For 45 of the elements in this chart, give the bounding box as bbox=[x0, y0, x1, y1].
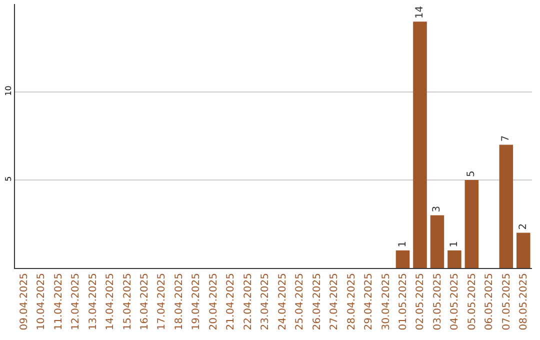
data-label: 1 bbox=[397, 241, 408, 248]
bar bbox=[430, 215, 444, 268]
x-tick-label: 25.04.2025 bbox=[294, 273, 306, 330]
x-tick-label: 17.04.2025 bbox=[156, 273, 168, 330]
x-tick-label: 24.04.2025 bbox=[277, 273, 288, 330]
x-tick-label: 29.04.2025 bbox=[364, 273, 375, 330]
x-tick-label: 14.04.2025 bbox=[105, 273, 116, 330]
x-tick-label: 10.04.2025 bbox=[36, 273, 48, 330]
data-label: 2 bbox=[518, 223, 529, 230]
x-tick-label: 18.04.2025 bbox=[174, 273, 185, 330]
x-tick-label: 01.05.2025 bbox=[398, 273, 409, 330]
bar bbox=[464, 180, 479, 268]
x-tick-label: 09.04.2025 bbox=[18, 273, 30, 330]
bar bbox=[516, 232, 530, 268]
bar bbox=[499, 144, 514, 268]
bar bbox=[448, 250, 462, 268]
bar bbox=[413, 22, 427, 268]
x-tick-label: 06.05.2025 bbox=[484, 273, 496, 330]
x-tick-label: 08.05.2025 bbox=[518, 273, 530, 330]
x-tick-label: 27.04.2025 bbox=[329, 273, 340, 330]
data-label: 3 bbox=[432, 206, 443, 212]
x-tick-label: 23.04.2025 bbox=[260, 273, 272, 330]
x-tick-label: 21.04.2025 bbox=[226, 273, 237, 330]
x-tick-label: 03.05.2025 bbox=[432, 273, 444, 330]
x-tick-label: 04.05.2025 bbox=[450, 273, 461, 330]
data-label: 5 bbox=[466, 170, 478, 177]
x-tick-label: 02.05.2025 bbox=[415, 273, 426, 330]
data-label: 1 bbox=[448, 241, 460, 248]
y-tick-label: 10 bbox=[4, 86, 13, 96]
x-tick-label: 13.04.2025 bbox=[88, 273, 99, 330]
data-label: 14 bbox=[414, 6, 426, 19]
x-tick-label: 07.05.2025 bbox=[501, 273, 512, 330]
x-tick-label: 30.04.2025 bbox=[380, 273, 392, 330]
x-tick-label: 12.04.2025 bbox=[70, 273, 82, 330]
x-tick-label: 15.04.2025 bbox=[122, 273, 134, 330]
x-tick-label: 22.04.2025 bbox=[242, 273, 254, 330]
x-tick-label: 11.04.2025 bbox=[53, 273, 64, 330]
bar bbox=[396, 250, 410, 268]
x-tick-label: 20.04.2025 bbox=[208, 273, 220, 330]
x-tick-label: 16.04.2025 bbox=[140, 273, 150, 330]
x-tick-label: 05.05.2025 bbox=[466, 273, 478, 330]
x-tick-label: 19.04.2025 bbox=[191, 273, 202, 330]
x-tick-label: 28.04.2025 bbox=[346, 273, 358, 330]
data-label: 7 bbox=[500, 135, 512, 142]
x-tick-label: 26.04.2025 bbox=[312, 273, 323, 330]
